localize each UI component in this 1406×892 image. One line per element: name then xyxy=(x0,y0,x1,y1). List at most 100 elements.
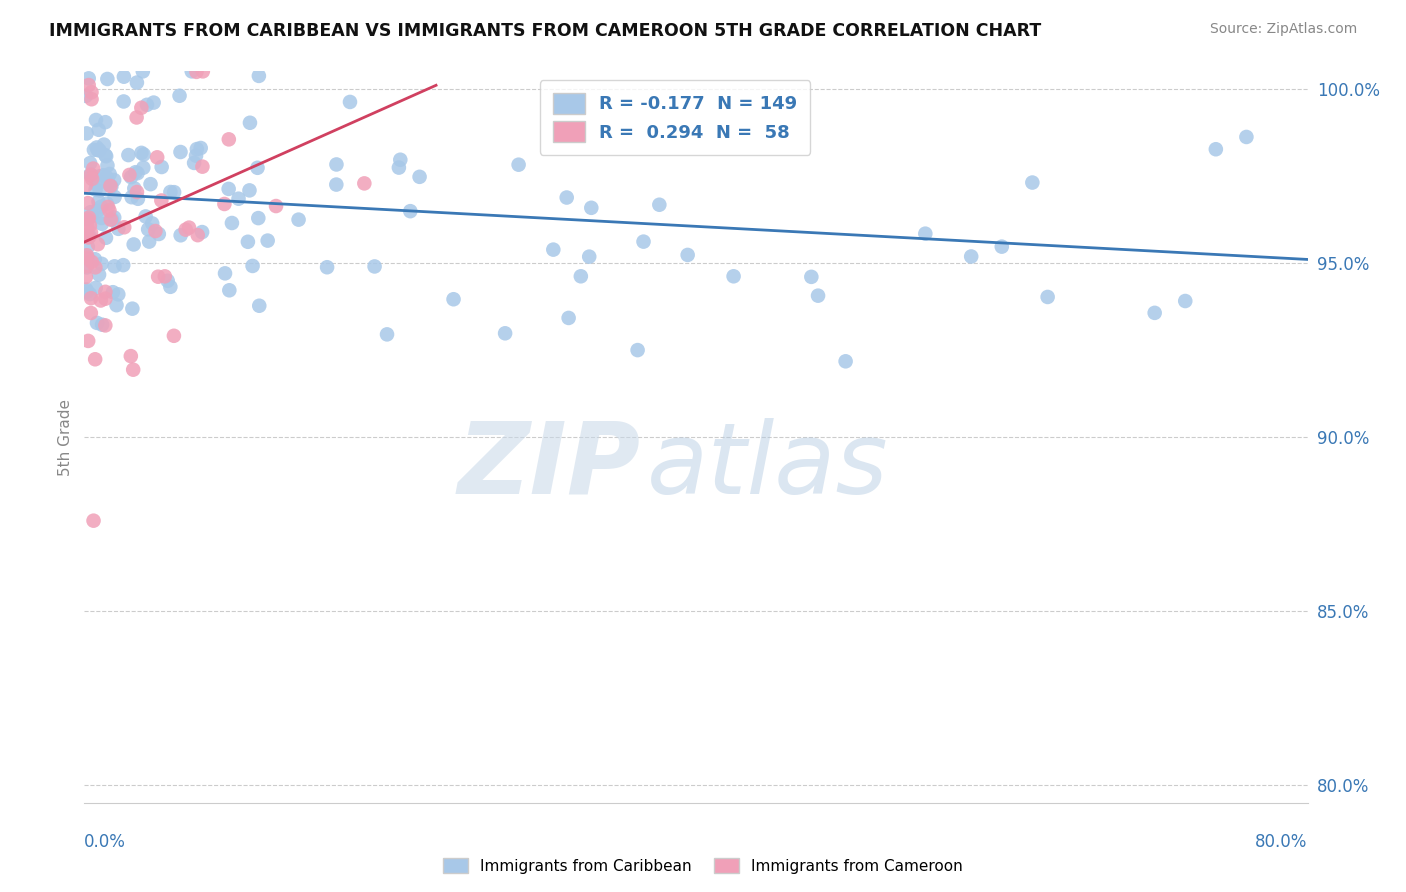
Point xyxy=(169,88,191,103)
Point xyxy=(77,211,100,225)
Point xyxy=(100,212,122,227)
Point xyxy=(107,287,129,301)
Point xyxy=(87,122,110,136)
Point xyxy=(121,190,143,204)
Point xyxy=(136,98,159,112)
Point xyxy=(163,328,186,343)
Point xyxy=(183,156,205,170)
Point xyxy=(190,141,212,155)
Point xyxy=(76,127,98,141)
Point xyxy=(91,318,114,332)
Point xyxy=(75,178,97,193)
Point xyxy=(960,250,983,264)
Point xyxy=(132,161,155,175)
Point xyxy=(120,170,142,185)
Point xyxy=(132,147,155,161)
Point xyxy=(239,116,262,130)
Point xyxy=(94,231,117,245)
Point xyxy=(136,222,159,236)
Point xyxy=(112,95,135,109)
Point xyxy=(676,248,699,262)
Point xyxy=(100,178,122,193)
Point xyxy=(125,76,148,90)
Point xyxy=(214,197,236,211)
Point xyxy=(79,156,101,170)
Point xyxy=(77,334,100,348)
Point xyxy=(124,181,146,195)
Point xyxy=(118,168,141,182)
Point xyxy=(86,177,108,191)
Point xyxy=(90,293,112,308)
Point xyxy=(84,260,107,275)
Point xyxy=(112,220,135,235)
Text: ZIP: ZIP xyxy=(458,417,641,515)
Point xyxy=(807,288,830,302)
Point xyxy=(287,212,309,227)
Point xyxy=(80,226,103,240)
Point xyxy=(90,200,112,214)
Point xyxy=(79,229,101,244)
Point xyxy=(121,301,143,316)
Point xyxy=(247,299,270,313)
Point xyxy=(146,150,169,164)
Point xyxy=(80,168,103,182)
Point xyxy=(375,327,398,342)
Point xyxy=(84,352,107,367)
Point xyxy=(180,64,202,78)
Point xyxy=(77,212,100,227)
Point xyxy=(80,255,103,269)
Y-axis label: 5th Grade: 5th Grade xyxy=(58,399,73,475)
Point xyxy=(146,269,169,284)
Legend: Immigrants from Caribbean, Immigrants from Cameroon: Immigrants from Caribbean, Immigrants fr… xyxy=(437,852,969,880)
Point xyxy=(443,292,465,306)
Point xyxy=(228,192,250,206)
Point xyxy=(76,240,98,254)
Point xyxy=(77,196,100,211)
Text: IMMIGRANTS FROM CARIBBEAN VS IMMIGRANTS FROM CAMEROON 5TH GRADE CORRELATION CHAR: IMMIGRANTS FROM CARIBBEAN VS IMMIGRANTS … xyxy=(49,22,1042,40)
Point xyxy=(363,260,385,274)
Point xyxy=(1036,290,1059,304)
Point xyxy=(86,316,108,330)
Point xyxy=(122,237,145,252)
Point xyxy=(187,228,209,243)
Point xyxy=(408,169,430,184)
Point xyxy=(339,95,361,109)
Point xyxy=(150,160,173,174)
Point xyxy=(914,227,936,241)
Point xyxy=(103,211,125,225)
Point xyxy=(626,343,648,357)
Point xyxy=(103,173,125,187)
Point xyxy=(142,95,165,110)
Point xyxy=(75,88,97,103)
Point xyxy=(96,72,118,87)
Point xyxy=(117,148,139,162)
Point xyxy=(1021,176,1043,190)
Point xyxy=(79,168,101,182)
Point xyxy=(555,190,578,204)
Point xyxy=(508,158,530,172)
Point xyxy=(723,269,745,284)
Point xyxy=(399,204,422,219)
Point xyxy=(388,161,411,175)
Point xyxy=(77,252,100,267)
Point xyxy=(107,222,129,236)
Point xyxy=(80,209,103,223)
Point xyxy=(169,228,191,243)
Point xyxy=(256,234,278,248)
Point xyxy=(90,217,112,231)
Point xyxy=(77,71,100,86)
Point xyxy=(186,142,208,156)
Point xyxy=(86,203,108,218)
Point xyxy=(96,196,118,211)
Point xyxy=(389,153,412,167)
Point xyxy=(132,64,155,78)
Point xyxy=(84,182,107,196)
Point xyxy=(94,285,117,299)
Point xyxy=(101,212,124,227)
Point xyxy=(633,235,655,249)
Point xyxy=(191,64,214,78)
Point xyxy=(82,161,104,176)
Point xyxy=(101,285,124,300)
Point xyxy=(247,211,270,226)
Point xyxy=(87,237,110,252)
